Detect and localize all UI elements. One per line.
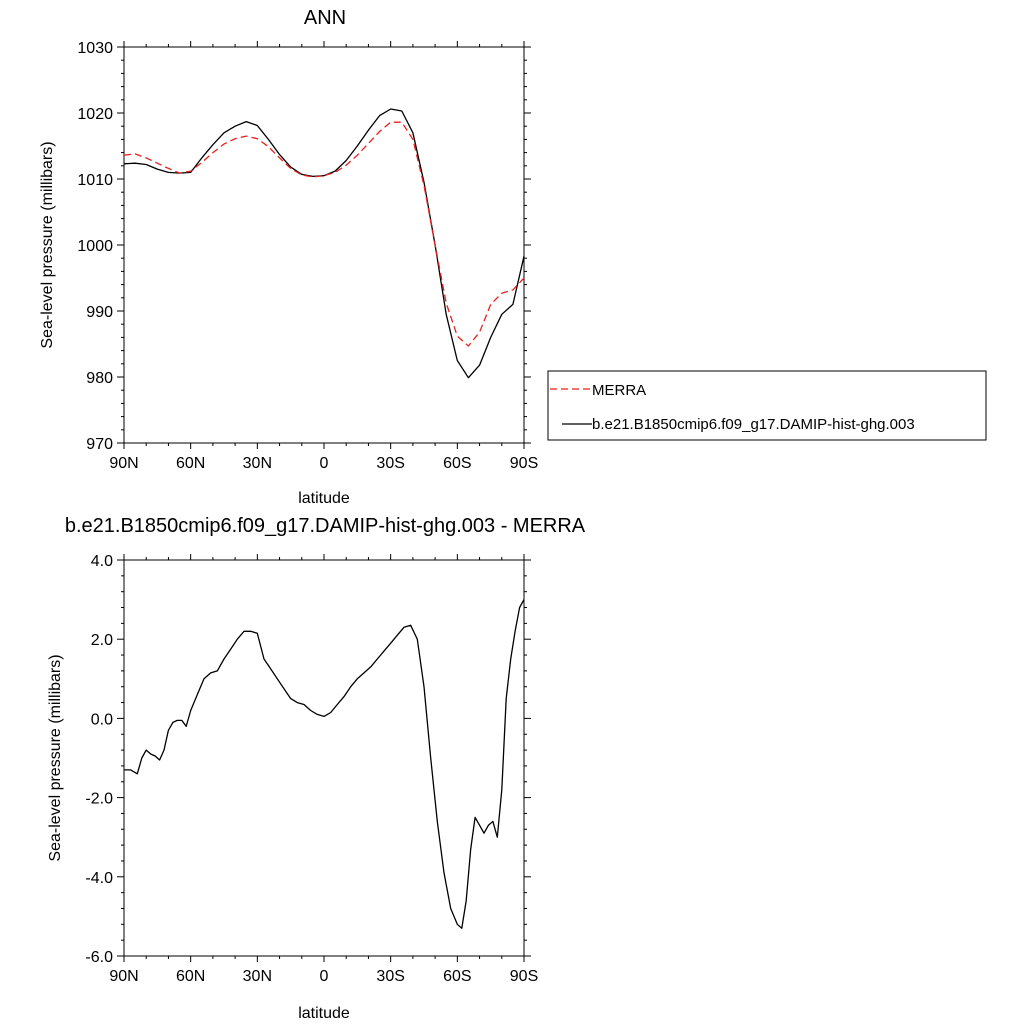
bottom-x-tick-label: 90S <box>510 968 538 985</box>
top-x-tick-label: 90S <box>510 455 538 472</box>
top-y-axis-label: Sea-level pressure (millibars) <box>39 141 56 348</box>
top-x-tick-label: 60N <box>176 455 205 472</box>
top-y-tick-label: 970 <box>86 436 113 453</box>
top-y-tick-label: 1010 <box>77 172 113 189</box>
top-y-tick-label: 1020 <box>77 106 113 123</box>
bottom-y-tick-label: -2.0 <box>85 791 113 808</box>
top-x-tick-label: 0 <box>320 455 329 472</box>
top-axis-ticks: 90N 60N 30N 0 30S 60S 90S 970 980 990 1000 1010 1020… <box>77 40 538 472</box>
bottom-x-tick-label: 90N <box>109 968 138 985</box>
bottom-x-tick-label: 0 <box>320 968 329 985</box>
top-y-tick-label: 990 <box>86 304 113 321</box>
bottom-plot-frame <box>123 559 525 957</box>
top-series-line-1 <box>123 108 525 379</box>
bottom-y-tick-label: 0.0 <box>91 711 113 728</box>
bottom-series-line-0 <box>124 599 525 929</box>
legend-box <box>547 370 987 441</box>
legend-label-model: b.e21.B1850cmip6.f09_g17.DAMIP-hist-ghg.… <box>592 416 915 433</box>
bottom-chart-title: b.e21.B1850cmip6.f09_g17.DAMIP-hist-ghg.… <box>65 515 586 537</box>
top-x-tick-label: 60S <box>443 455 471 472</box>
bottom-x-axis-label: latitude <box>298 1005 350 1022</box>
panel-top-mean: ANN 90N 60N 30N 0 30S 60S 90S 970 980 990 1000 1010… <box>39 7 987 507</box>
top-chart-title: ANN <box>304 7 346 29</box>
top-x-tick-label: 30S <box>376 455 404 472</box>
top-plot-frame <box>123 46 525 444</box>
bottom-axis-ticks: 90N 60N 30N 0 30S 60S 90S -6.0 -4.0 -2.0 0.0 2.0 4.0 <box>85 553 538 985</box>
bottom-y-tick-label: -4.0 <box>85 870 113 887</box>
top-y-tick-label: 1030 <box>77 40 113 57</box>
bottom-x-tick-label: 30N <box>243 968 272 985</box>
bottom-y-tick-label: 4.0 <box>91 553 113 570</box>
top-y-tick-label: 1000 <box>77 238 113 255</box>
panel-bottom-difference: b.e21.B1850cmip6.f09_g17.DAMIP-hist-ghg.… <box>47 515 586 1022</box>
bottom-x-tick-label: 30S <box>376 968 404 985</box>
bottom-x-tick-label: 60S <box>443 968 471 985</box>
bottom-x-tick-label: 60N <box>176 968 205 985</box>
top-series-lines <box>123 108 525 379</box>
top-x-tick-label: 30N <box>243 455 272 472</box>
top-x-axis-label: latitude <box>298 490 350 507</box>
bottom-y-tick-label: 2.0 <box>91 632 113 649</box>
legend: MERRA b.e21.B1850cmip6.f09_g17.DAMIP-his… <box>547 370 987 441</box>
top-x-tick-label: 90N <box>109 455 138 472</box>
bottom-y-tick-label: -6.0 <box>85 949 113 966</box>
top-series-line-0 <box>123 121 525 347</box>
bottom-y-axis-label: Sea-level pressure (millibars) <box>47 654 64 861</box>
bottom-series-lines <box>124 599 525 929</box>
legend-label-merra: MERRA <box>592 382 646 399</box>
top-y-tick-label: 980 <box>86 370 113 387</box>
